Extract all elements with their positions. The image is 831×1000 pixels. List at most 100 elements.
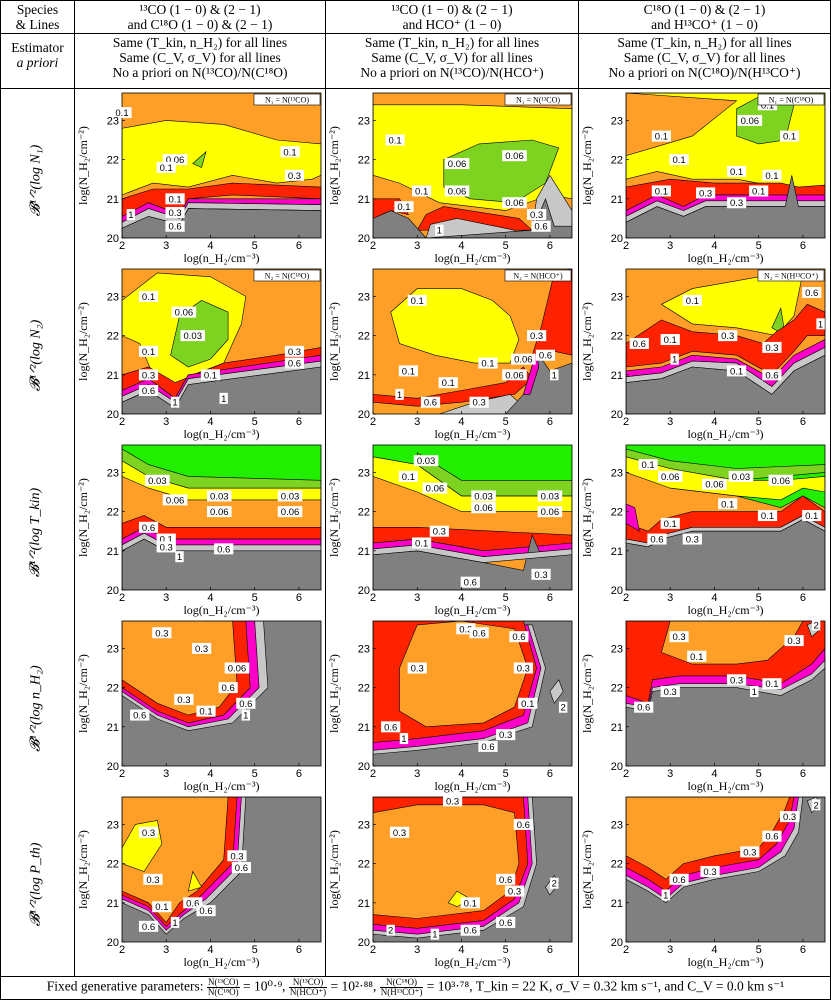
contour-label-bg	[241, 709, 251, 721]
contour-label-bg	[478, 357, 498, 369]
x-tick-label: 4	[458, 592, 464, 604]
contour-label: 0.3	[433, 527, 446, 538]
contour-label: 1	[663, 890, 668, 901]
contour-label: 0.6	[765, 832, 778, 843]
y-tick-label: 23	[358, 819, 370, 831]
contour-label: 0.6	[499, 918, 512, 929]
contour-label-bg	[757, 510, 778, 522]
plot-frame	[625, 796, 826, 943]
contour-label-bg	[749, 185, 769, 197]
table-rule-top	[0, 0, 831, 1]
contour-label-bg	[478, 740, 498, 752]
contour-label: 0.1	[730, 366, 743, 377]
contour-label: 0.6	[672, 875, 685, 886]
y-axis-label: log(N_H₂/cm⁻²)	[76, 126, 90, 205]
contour-label-bg	[527, 330, 547, 342]
contour-region	[626, 448, 825, 481]
contour-label: 0.6	[512, 632, 525, 643]
contour-label-bg	[651, 185, 671, 197]
x-axis-label: log(n_H₂/cm⁻³)	[434, 603, 510, 617]
contour-label-bg	[784, 635, 804, 647]
col2-species: ¹³CO (1 − 0) & (2 − 1) and HCO⁺ (1 − 0)	[326, 2, 578, 32]
x-axis-label: log(n_H₂/cm⁻³)	[687, 955, 763, 969]
legend-text: N₁ = N(¹³CO)	[516, 96, 560, 105]
contour-label-bg	[537, 506, 563, 518]
contour-label-bg	[407, 294, 427, 306]
col2-est2: Same (C_V, σ_V) for all lines	[371, 50, 533, 65]
contour-label: 0.1	[655, 132, 668, 143]
contour-label: 0.1	[664, 519, 677, 530]
contour-label-bg	[669, 873, 689, 885]
x-tick-label: 5	[756, 768, 762, 780]
x-tick-label: 2	[370, 240, 376, 252]
contour-label-bg	[750, 686, 759, 698]
contour-label-bg	[420, 396, 441, 408]
contour-label: 0.1	[721, 499, 734, 510]
x-tick-label: 2	[119, 416, 125, 428]
contour-region	[416, 452, 572, 497]
legend-box	[504, 269, 572, 282]
x-tick-label: 4	[207, 240, 213, 252]
contour-panel-r2-c2: 0.10.10.10.1 0.060.060.30.610.30.612 3 4 5 62…	[327, 268, 573, 441]
contour-label-bg	[277, 506, 303, 518]
contour-label-bg	[196, 905, 216, 917]
contour-label-bg	[444, 158, 470, 170]
contour-label-bg	[156, 533, 176, 545]
contour-label-bg	[200, 369, 221, 381]
legend-box	[253, 269, 321, 282]
contour-label: 0.1	[761, 511, 774, 522]
contour-label-bg	[156, 541, 176, 553]
x-tick-label: 4	[458, 416, 464, 428]
x-axis-label: log(n_H₂/cm⁻³)	[687, 603, 763, 617]
y-tick-label: 22	[611, 155, 623, 167]
x-tick-label: 4	[458, 944, 464, 956]
footer-ratio-3-val: = 10³·⁷⁸,	[426, 978, 473, 994]
contour-label: 0.1	[783, 132, 796, 143]
y-tick-label: 20	[611, 233, 623, 245]
contour-label: 0.6	[199, 906, 212, 917]
contour-label-bg	[531, 568, 551, 580]
legend-box	[757, 269, 825, 282]
x-tick-label: 2	[623, 944, 629, 956]
x-tick-label: 6	[296, 944, 302, 956]
y-axis-label: log(N_H₂/cm⁻²)	[327, 302, 341, 381]
contour-label: 0.03	[148, 476, 167, 487]
x-tick-label: 3	[163, 592, 169, 604]
x-tick-label: 3	[414, 768, 420, 780]
contour-label-bg	[682, 533, 702, 545]
contour-label: 0.3	[142, 828, 155, 839]
contour-label: 2	[814, 620, 819, 631]
footer-ratio-2-den: N(HCO⁺)	[289, 987, 327, 997]
x-tick-label: 3	[414, 944, 420, 956]
x-tick-label: 6	[800, 944, 806, 956]
contour-label: 2	[552, 879, 557, 890]
y-tick-label: 20	[611, 409, 623, 421]
contour-label: 0.06	[448, 186, 467, 197]
contour-label-bg	[762, 169, 782, 181]
x-tick-label: 4	[207, 592, 213, 604]
contour-label: 0.1	[402, 366, 415, 377]
contour-label: 0.6	[222, 683, 235, 694]
contour-label: 0.6	[133, 711, 146, 722]
contour-label-bg	[687, 650, 707, 662]
contour-label-bg	[165, 207, 185, 219]
contour-label: 0.1	[765, 171, 778, 182]
contour-label-bg	[811, 619, 821, 631]
x-tick-label: 2	[119, 592, 125, 604]
contour-label: 0.06	[175, 308, 194, 319]
plot-frame	[121, 620, 322, 767]
y-tick-label: 22	[107, 155, 119, 167]
corner-header: Species & Lines	[1, 2, 74, 32]
contour-label-bg	[669, 631, 689, 643]
plot-frame	[625, 268, 826, 415]
x-tick-label: 4	[458, 240, 464, 252]
row-label-text: 𝓑¹ᐟ²(log N₁)	[28, 144, 44, 216]
corner-line-2: & Lines	[15, 17, 60, 32]
table-rule-col1	[74, 0, 75, 976]
contour-label-bg	[183, 897, 203, 909]
y-tick-label: 22	[107, 507, 119, 519]
contour-label-bg	[511, 353, 536, 365]
contour-label: 0.1	[160, 163, 173, 174]
contour-label-bg	[219, 392, 228, 404]
x-tick-label: 6	[800, 240, 806, 252]
